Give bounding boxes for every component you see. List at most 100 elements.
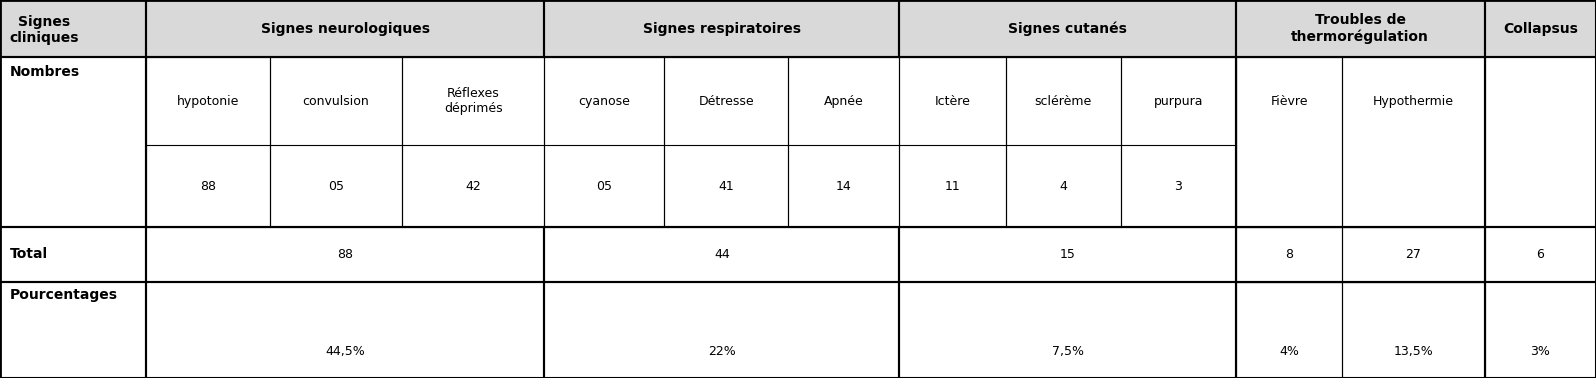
Bar <box>402 57 544 227</box>
Text: 11: 11 <box>945 180 961 193</box>
Bar <box>0 227 145 282</box>
Bar <box>544 0 900 57</box>
Bar <box>1484 227 1596 282</box>
Text: 44: 44 <box>713 248 729 261</box>
Bar <box>900 0 1235 57</box>
Bar <box>1484 282 1596 378</box>
Bar <box>1235 282 1342 378</box>
Bar <box>900 282 1235 378</box>
Bar <box>1342 282 1484 378</box>
Bar <box>1005 57 1120 227</box>
Bar <box>0 282 145 378</box>
Bar <box>664 57 788 227</box>
Bar <box>1235 57 1342 227</box>
Bar <box>1484 0 1596 57</box>
Text: Détresse: Détresse <box>699 95 753 108</box>
Bar <box>145 227 544 282</box>
Text: Collapsus: Collapsus <box>1503 22 1578 36</box>
Text: 3: 3 <box>1175 180 1183 193</box>
Text: 88: 88 <box>200 180 215 193</box>
Text: 4%: 4% <box>1280 345 1299 358</box>
Bar <box>270 57 402 227</box>
Bar <box>0 57 145 227</box>
Text: 4: 4 <box>1060 180 1068 193</box>
Text: Réflexes
déprimés: Réflexes déprimés <box>444 87 503 115</box>
Bar <box>145 57 1235 227</box>
Bar <box>900 227 1235 282</box>
Text: 42: 42 <box>466 180 480 193</box>
Text: Pourcentages: Pourcentages <box>10 288 118 302</box>
Bar <box>1005 57 1120 227</box>
Bar <box>1484 0 1596 57</box>
Text: 88: 88 <box>337 248 353 261</box>
Text: cyanose: cyanose <box>578 95 630 108</box>
Text: 14: 14 <box>836 180 852 193</box>
Bar <box>1235 282 1484 378</box>
Bar <box>1342 57 1484 227</box>
Bar <box>402 57 544 227</box>
Bar <box>1120 57 1235 227</box>
Bar <box>1235 57 1484 227</box>
Bar <box>1342 57 1484 227</box>
Bar <box>145 0 544 57</box>
Bar <box>900 57 1005 227</box>
Bar <box>1235 57 1342 227</box>
Text: purpura: purpura <box>1154 95 1203 108</box>
Bar <box>1235 227 1342 282</box>
Bar <box>1342 227 1484 282</box>
Bar <box>788 57 900 227</box>
Bar <box>1235 227 1342 282</box>
Text: Signes respiratoires: Signes respiratoires <box>643 22 801 36</box>
Bar <box>900 57 1005 227</box>
Bar <box>145 227 544 282</box>
Text: Hypothermie: Hypothermie <box>1373 95 1454 108</box>
Bar <box>1235 0 1484 57</box>
Bar <box>145 282 544 378</box>
Bar <box>544 57 664 227</box>
Text: Nombres: Nombres <box>10 65 80 79</box>
Text: 13,5%: 13,5% <box>1393 345 1433 358</box>
Bar <box>1484 282 1596 378</box>
Text: 8: 8 <box>1285 248 1293 261</box>
Bar <box>145 282 544 378</box>
Text: Troubles de
thermorégulation: Troubles de thermorégulation <box>1291 13 1430 44</box>
Bar <box>900 0 1235 57</box>
Bar <box>270 57 402 227</box>
Bar <box>544 282 900 378</box>
Text: 6: 6 <box>1537 248 1545 261</box>
Bar <box>1342 282 1484 378</box>
Bar <box>0 0 145 57</box>
Text: Fièvre: Fièvre <box>1270 95 1309 108</box>
Text: Total: Total <box>10 248 48 262</box>
Text: 15: 15 <box>1060 248 1076 261</box>
Bar <box>1484 57 1596 227</box>
Bar <box>664 57 788 227</box>
Bar <box>145 0 544 57</box>
Text: 27: 27 <box>1406 248 1422 261</box>
Text: 7,5%: 7,5% <box>1052 345 1084 358</box>
Bar <box>0 282 145 378</box>
Text: 22%: 22% <box>709 345 736 358</box>
Bar <box>544 0 900 57</box>
Text: Signes
cliniques: Signes cliniques <box>10 15 80 45</box>
Bar <box>900 282 1235 378</box>
Bar <box>1484 57 1596 227</box>
Bar <box>900 227 1235 282</box>
Text: Signes neurologiques: Signes neurologiques <box>260 22 429 36</box>
Bar <box>544 57 664 227</box>
Bar <box>1342 227 1484 282</box>
Bar <box>1235 282 1342 378</box>
Text: Ictère: Ictère <box>935 95 970 108</box>
Bar <box>1120 57 1235 227</box>
Text: hypotonie: hypotonie <box>177 95 239 108</box>
Bar <box>1235 0 1484 57</box>
Text: 05: 05 <box>327 180 343 193</box>
Text: 3%: 3% <box>1531 345 1550 358</box>
Bar <box>0 227 145 282</box>
Bar <box>145 57 270 227</box>
Bar <box>788 57 900 227</box>
Text: 44,5%: 44,5% <box>326 345 365 358</box>
Text: Apnée: Apnée <box>824 95 863 108</box>
Bar <box>0 57 145 227</box>
Bar <box>1484 227 1596 282</box>
